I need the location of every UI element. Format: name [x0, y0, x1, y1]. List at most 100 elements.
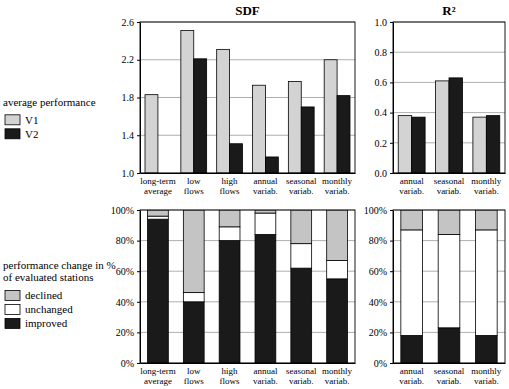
legend-label: improved — [25, 317, 68, 329]
label-line: variab. — [474, 376, 499, 386]
grid-line — [140, 240, 355, 241]
tick-label: 100% — [111, 205, 134, 216]
legend-label: V2 — [25, 128, 38, 140]
bar-segment — [476, 335, 498, 363]
tick: seasonalvariab. — [434, 363, 465, 386]
tick: 0.4 — [375, 107, 394, 118]
tick-mark — [390, 173, 393, 174]
bar-segment — [219, 227, 240, 241]
legend: V1V2 — [5, 114, 38, 140]
tick-mark — [390, 302, 393, 303]
label-line: average performance — [3, 96, 96, 108]
tick: 1.0 — [375, 17, 394, 28]
tick: 40% — [116, 297, 140, 308]
tick-mark — [137, 98, 140, 99]
legend-label: V1 — [25, 114, 38, 126]
tick: 0% — [374, 358, 393, 369]
axis-line — [141, 363, 356, 364]
bar-segment — [438, 328, 460, 363]
y-axis: 1.01.41.82.22.6 — [122, 17, 141, 179]
x-axis: long-termaveragelowflowshighflowsannualv… — [140, 173, 355, 196]
bar-segment — [255, 234, 276, 363]
tick-mark — [137, 302, 140, 303]
bar-segment — [291, 268, 312, 363]
category-label: annualvariab. — [399, 176, 424, 195]
bars — [398, 78, 500, 173]
tick: monthlyvariab. — [471, 173, 502, 196]
plot-frame — [140, 210, 355, 363]
tick: annualvariab. — [399, 173, 424, 196]
tick-label: 0.4 — [375, 107, 388, 118]
grid-line — [140, 332, 355, 333]
bar — [265, 157, 278, 173]
chart-title: SDF — [235, 3, 260, 18]
category-label: long-termaverage — [140, 176, 176, 195]
grid — [393, 22, 505, 173]
category-label: seasonalvariab. — [434, 366, 465, 385]
bar — [337, 96, 350, 173]
grid — [140, 210, 355, 363]
grid-line — [140, 271, 355, 272]
category-label: seasonalvariab. — [286, 176, 317, 195]
tick-label: 0% — [121, 358, 134, 369]
legend-swatch — [5, 318, 20, 328]
bar-segment — [148, 210, 169, 216]
tick: long-termaverage — [140, 173, 176, 196]
tick-mark — [390, 113, 393, 114]
tick-label: 2.2 — [122, 54, 135, 65]
tick-mark — [137, 60, 140, 61]
x-axis: annualvariab.seasonalvariab.monthlyvaria… — [394, 173, 506, 196]
bar — [412, 117, 425, 173]
category-label: long-termaverage — [140, 366, 176, 385]
bar — [301, 107, 314, 173]
axis-line — [393, 23, 394, 174]
y-axis-title: performance change in %of evaluated stat… — [3, 259, 116, 284]
legend-label: declined — [25, 289, 63, 301]
legend-swatch — [5, 129, 20, 139]
tick-label: 60% — [369, 266, 387, 277]
tick: 2.6 — [122, 17, 141, 28]
y-axis-title: average performance — [3, 96, 96, 108]
tick-label: 0.6 — [375, 77, 388, 88]
bar-segment — [255, 213, 276, 234]
legend-swatch — [5, 290, 20, 300]
tick: lowflows — [184, 173, 204, 196]
axis-line — [393, 211, 394, 364]
tick-mark — [390, 143, 393, 144]
legend-label: unchanged — [25, 303, 73, 315]
tick-mark — [390, 52, 393, 53]
bar — [288, 81, 301, 173]
axis-line — [140, 23, 141, 174]
tick-mark — [137, 271, 140, 272]
bar-segment — [401, 335, 423, 363]
tick-label: 40% — [369, 297, 387, 308]
category-label: monthlyvariab. — [322, 366, 353, 385]
category-label: monthlyvariab. — [322, 176, 353, 195]
tick-label: 80% — [116, 235, 134, 246]
tick: 1.0 — [122, 168, 141, 179]
tick-mark — [390, 332, 393, 333]
grid-line — [140, 59, 355, 60]
label-line: of evaluated stations — [3, 271, 93, 283]
bar-segment — [148, 216, 169, 219]
label-line: flows — [220, 376, 240, 386]
bar-segment — [476, 210, 498, 230]
axis-line — [141, 173, 356, 174]
bar-segment — [183, 210, 204, 293]
label-line: variab. — [289, 376, 314, 386]
tick: 80% — [116, 235, 140, 246]
category-label: monthlyvariab. — [471, 176, 502, 195]
grid-line — [140, 97, 355, 98]
tick: seasonalvariab. — [286, 173, 317, 196]
category-label: monthlyvariab. — [471, 366, 502, 385]
bars — [145, 30, 350, 173]
tick-label: 0.2 — [375, 138, 388, 149]
bar — [145, 95, 158, 173]
tick-label: 0.0 — [375, 168, 388, 179]
tick: highflows — [220, 363, 240, 386]
tick-mark — [137, 241, 140, 242]
category-label: seasonalvariab. — [286, 366, 317, 385]
bar-segment — [183, 293, 204, 302]
tick: 1.8 — [122, 92, 141, 103]
label-line: flows — [184, 376, 204, 386]
